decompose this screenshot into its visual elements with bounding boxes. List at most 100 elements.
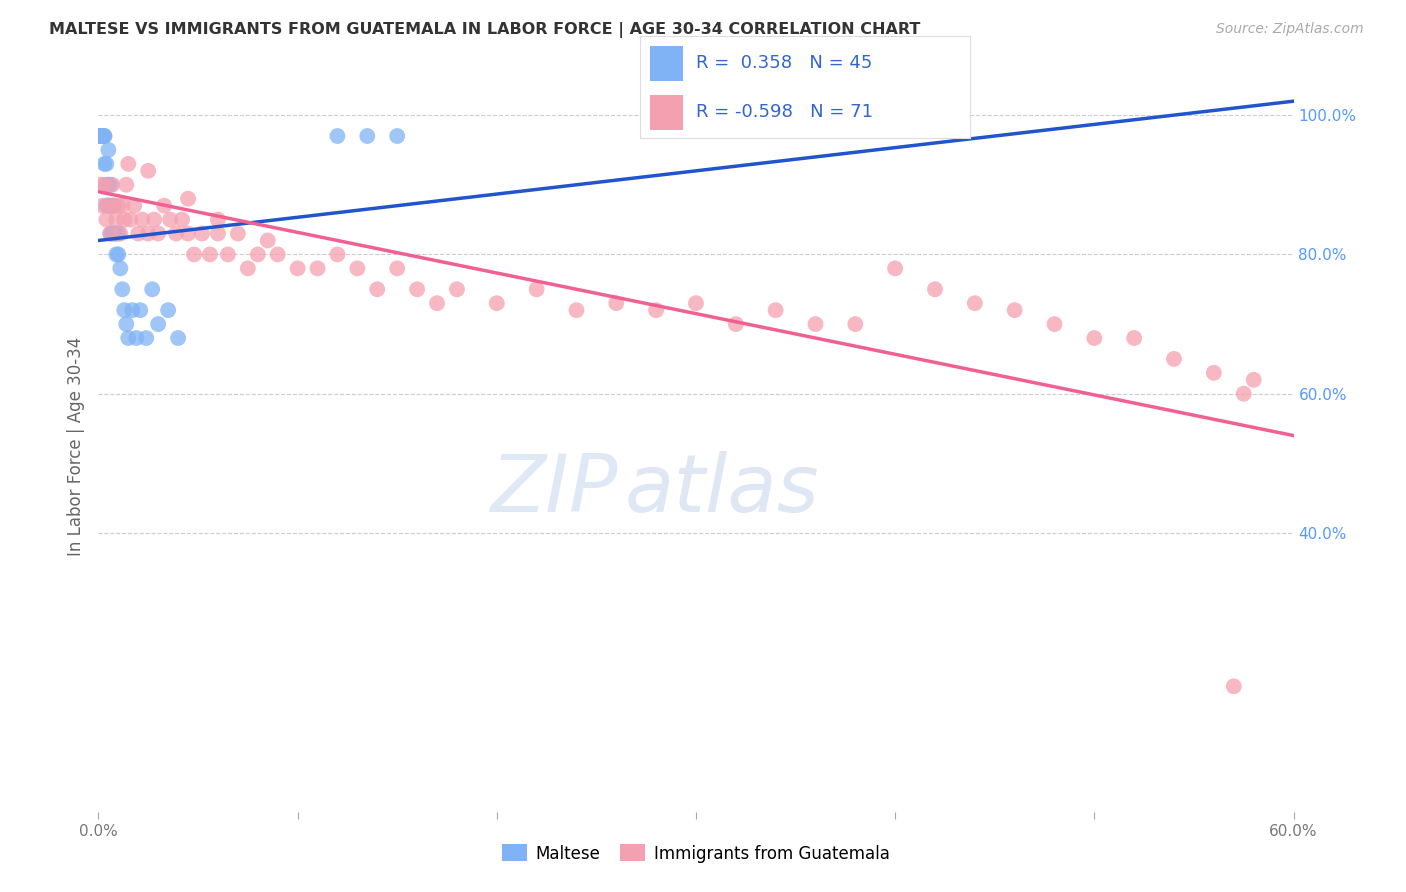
Point (346, 261, 368, 276)
Point (183, 247, 205, 261)
Point (153, 199, 176, 213)
Point (89, 128, 111, 143)
Point (111, 199, 134, 213)
Point (96, 157, 118, 171)
Bar (650, 95, 683, 130)
Point (326, 247, 349, 261)
Point (121, 303, 143, 318)
Point (1243, 373, 1265, 387)
Point (93, 178, 115, 192)
Point (97, 143, 120, 157)
Point (724, 317, 747, 331)
Point (157, 303, 180, 318)
Point (143, 212, 166, 227)
Point (89, 128, 111, 143)
Point (105, 247, 128, 261)
Point (136, 227, 159, 241)
Point (884, 261, 907, 276)
Point (135, 331, 157, 345)
Point (120, 212, 142, 227)
Point (89, 128, 111, 143)
Point (446, 282, 468, 296)
Point (129, 303, 152, 318)
Point (172, 212, 194, 227)
Text: MALTESE VS IMMIGRANTS FROM GUATEMALA IN LABOR FORCE | AGE 30-34 CORRELATION CHAR: MALTESE VS IMMIGRANTS FROM GUATEMALA IN … (49, 22, 921, 38)
Point (96, 178, 118, 192)
Point (89, 128, 111, 143)
Point (165, 227, 187, 241)
Point (96, 199, 118, 213)
Point (1004, 303, 1026, 318)
Point (177, 192, 200, 206)
Point (217, 247, 239, 261)
Point (111, 282, 134, 296)
Point (356, 128, 378, 143)
Point (127, 227, 149, 241)
Bar (650, 45, 683, 81)
Point (136, 164, 159, 178)
Point (267, 247, 290, 261)
Point (117, 157, 139, 171)
Point (963, 296, 986, 310)
Point (236, 261, 259, 276)
Point (93, 128, 115, 143)
Point (125, 331, 148, 345)
Point (103, 227, 125, 241)
Text: Source: ZipAtlas.com: Source: ZipAtlas.com (1216, 22, 1364, 37)
Point (89, 128, 111, 143)
Point (93, 157, 115, 171)
Point (117, 331, 139, 345)
Point (1123, 331, 1146, 345)
Point (1163, 351, 1185, 366)
Point (177, 227, 200, 241)
Point (103, 199, 125, 213)
Point (124, 199, 146, 213)
Point (385, 128, 409, 143)
Point (107, 227, 129, 241)
Point (98, 227, 122, 241)
Legend: Maltese, Immigrants from Guatemala: Maltese, Immigrants from Guatemala (495, 838, 897, 869)
Point (97, 199, 120, 213)
Point (685, 296, 707, 310)
Point (565, 303, 588, 318)
Point (101, 178, 124, 192)
Point (115, 178, 138, 192)
Point (107, 247, 129, 261)
Point (1043, 317, 1066, 331)
Point (112, 303, 135, 318)
Point (385, 261, 409, 276)
Text: atlas: atlas (624, 450, 820, 529)
Point (93, 128, 115, 143)
Point (765, 303, 787, 318)
Point (207, 227, 229, 241)
Point (406, 282, 429, 296)
Point (105, 212, 128, 227)
Point (159, 212, 181, 227)
Point (1083, 331, 1105, 345)
Point (91, 199, 114, 213)
Point (605, 296, 627, 310)
Point (326, 128, 349, 143)
Point (426, 296, 449, 310)
Point (804, 317, 827, 331)
Point (198, 247, 221, 261)
Point (110, 227, 132, 241)
Point (91, 128, 114, 143)
Text: R = -0.598   N = 71: R = -0.598 N = 71 (696, 103, 873, 120)
Point (101, 227, 124, 241)
Text: R =  0.358   N = 45: R = 0.358 N = 45 (696, 54, 872, 72)
Point (103, 199, 125, 213)
Point (105, 227, 128, 241)
Point (89, 178, 111, 192)
Point (1202, 366, 1225, 380)
Point (91, 128, 114, 143)
Point (98, 227, 122, 241)
Point (366, 282, 388, 296)
Point (97, 178, 120, 192)
Y-axis label: In Labor Force | Age 30-34: In Labor Force | Age 30-34 (66, 336, 84, 556)
Point (148, 227, 170, 241)
Point (101, 199, 124, 213)
Point (96, 212, 118, 227)
Point (131, 212, 153, 227)
Point (645, 303, 668, 318)
